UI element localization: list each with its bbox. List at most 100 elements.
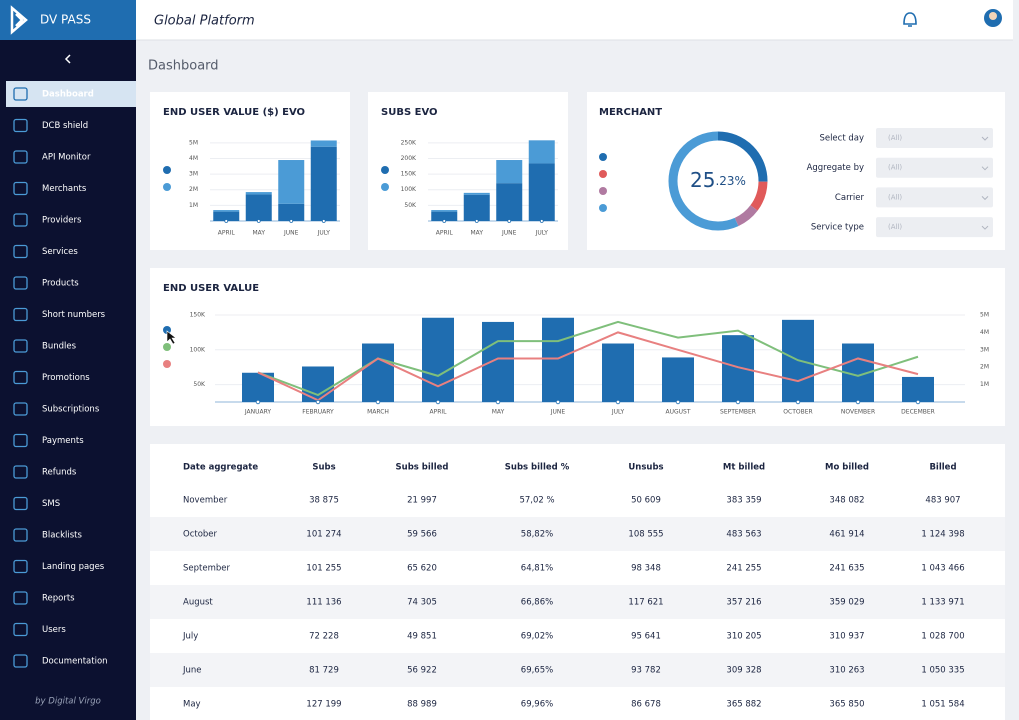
axis-marker xyxy=(255,399,261,405)
axis-marker xyxy=(539,219,544,223)
bar xyxy=(422,317,454,402)
y-tick-label: 200K xyxy=(401,155,417,162)
filter-label: Service type xyxy=(811,223,864,233)
axis-marker xyxy=(315,399,321,405)
table-cell: 57,02 % xyxy=(519,496,554,506)
menu-icon xyxy=(13,307,28,322)
y-tick-label: 150K xyxy=(401,171,417,178)
menu-item[interactable]: Refunds xyxy=(42,468,77,478)
x-tick-label: MAY xyxy=(253,230,266,237)
y-tick-label: 250K xyxy=(401,139,417,146)
column-header: Date aggregate xyxy=(183,463,258,473)
legend-dot xyxy=(163,326,171,334)
row-stripe xyxy=(150,585,1005,619)
table-cell: 95 641 xyxy=(631,632,661,642)
column-header: Subs xyxy=(312,463,335,473)
filter-select[interactable] xyxy=(876,128,993,148)
menu-item[interactable]: Bundles xyxy=(42,342,77,352)
legend-dot xyxy=(599,204,607,212)
bar-segment xyxy=(496,183,523,221)
menu-item[interactable]: Documentation xyxy=(42,657,108,667)
table-cell: 357 216 xyxy=(726,598,761,608)
menu-item[interactable]: Users xyxy=(42,625,66,635)
column-header: Unsubs xyxy=(628,463,663,473)
menu-item[interactable]: Blacklists xyxy=(42,531,82,541)
menu-icon xyxy=(13,591,28,605)
x-tick-label: JANUARY xyxy=(244,409,272,416)
menu-item[interactable]: Promotions xyxy=(42,373,90,383)
menu-icon xyxy=(13,150,28,164)
x-tick-label: JUNE xyxy=(283,230,299,237)
bar xyxy=(902,376,934,402)
filter-value: (All) xyxy=(888,193,902,201)
table-cell: 21 997 xyxy=(407,496,437,506)
column-header: Mo billed xyxy=(825,463,869,473)
menu-item[interactable]: Subscriptions xyxy=(42,405,100,415)
axis-marker xyxy=(507,219,512,223)
notification-bell[interactable] xyxy=(903,12,917,27)
row-stripe xyxy=(150,653,1005,687)
line-series xyxy=(257,331,919,402)
bar-segment xyxy=(431,210,458,212)
axis-marker xyxy=(735,399,741,405)
legend-dot xyxy=(163,360,171,368)
collapse-button[interactable] xyxy=(64,54,71,64)
table-cell: 50 609 xyxy=(631,496,661,506)
y-tick-label: 2M xyxy=(189,186,198,193)
legend-dot xyxy=(599,187,607,195)
legend-dot xyxy=(381,166,389,174)
y-tick-label: 5M xyxy=(189,139,198,146)
card-title: MERCHANT xyxy=(599,107,662,118)
page-title: Dashboard xyxy=(148,59,219,74)
table-cell: 483 563 xyxy=(726,530,761,540)
menu-item[interactable]: API Monitor xyxy=(42,153,91,163)
card-title: SUBS EVO xyxy=(381,107,438,118)
y-tick-label: 3M xyxy=(189,171,198,178)
y-tick-label: 100K xyxy=(401,186,417,193)
menu-item[interactable]: Reports xyxy=(42,594,75,604)
menu-item[interactable]: Payments xyxy=(42,436,84,446)
bar-segment xyxy=(278,160,305,204)
table-cell: 383 359 xyxy=(726,496,761,506)
menu-icon xyxy=(13,433,28,448)
menu-item[interactable]: DCB shield xyxy=(42,121,88,131)
menu-item[interactable]: Products xyxy=(42,279,79,289)
table-cell: 49 851 xyxy=(407,632,437,642)
x-tick-label: JULY xyxy=(317,230,331,237)
legend-dot xyxy=(599,170,607,178)
menu-item[interactable]: Short numbers xyxy=(42,310,106,320)
column-header: Subs billed xyxy=(396,463,449,473)
donut-segment xyxy=(668,131,739,231)
table-cell: 309 328 xyxy=(726,666,761,676)
legend-dot xyxy=(163,166,171,174)
menu-item[interactable]: Merchants xyxy=(42,184,87,194)
bar xyxy=(302,366,334,402)
menu-item[interactable]: Providers xyxy=(42,216,82,226)
table-cell: 461 914 xyxy=(829,530,864,540)
header-title: Global Platform xyxy=(154,14,255,29)
table-cell: June xyxy=(182,666,202,676)
bar-segment xyxy=(496,160,523,184)
menu-icon xyxy=(13,559,28,574)
axis-marker xyxy=(915,399,921,405)
y2-tick-label: 5M xyxy=(980,311,989,318)
filter-select[interactable] xyxy=(876,157,993,178)
legend-dot xyxy=(599,153,607,161)
menu-icon xyxy=(13,244,28,259)
y-tick-label: 4M xyxy=(189,155,198,162)
filter-select[interactable] xyxy=(876,217,993,238)
y2-tick-label: 4M xyxy=(980,329,989,336)
table-cell: 310 937 xyxy=(829,632,864,642)
menu-item[interactable]: Dashboard xyxy=(42,90,94,100)
menu-icon xyxy=(13,528,28,542)
table-cell: 59 566 xyxy=(407,530,437,540)
filter-select[interactable] xyxy=(876,187,993,208)
table-cell: 98 348 xyxy=(631,564,661,574)
menu-item[interactable]: Landing pages xyxy=(42,562,105,572)
menu-item[interactable]: SMS xyxy=(42,499,60,509)
dropdown-arrow xyxy=(981,196,989,201)
table-cell: 1 124 398 xyxy=(921,530,964,540)
table-cell: 241 635 xyxy=(829,564,864,574)
menu-item[interactable]: Services xyxy=(42,247,78,257)
table-cell: May xyxy=(183,700,201,710)
